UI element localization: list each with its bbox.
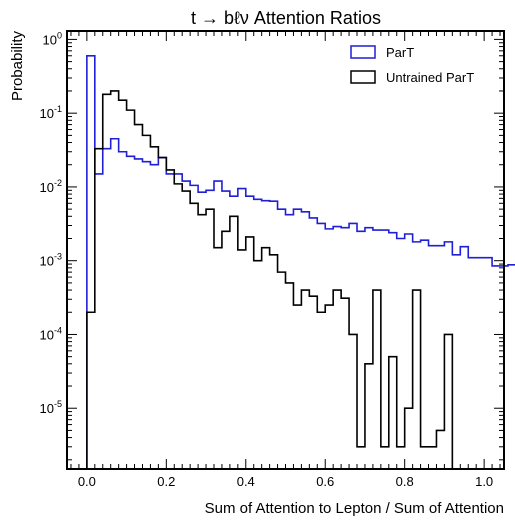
y-tick-label: 10-3 (40, 252, 62, 269)
legend-label-part: ParT (386, 45, 414, 60)
y-tick-label: 10-2 (40, 178, 62, 195)
y-tick-label: 10-4 (40, 325, 62, 342)
x-axis: 0.0 0.2 0.4 0.6 0.8 1.0 (70, 31, 501, 489)
legend-swatch-untrained-part (350, 70, 376, 84)
x-tick-label: 0.0 (78, 474, 96, 489)
x-tick-label: 0.6 (316, 474, 334, 489)
legend-label-untrained-part: Untrained ParT (386, 70, 474, 85)
series-line-untrained-part (86, 90, 485, 470)
y-tick-label: 100 (43, 30, 62, 47)
y-tick-label: 10-1 (40, 104, 62, 121)
y-axis-title: Probability (9, 31, 26, 102)
y-tick-label: 10-5 (40, 399, 62, 416)
x-tick-label: 0.4 (237, 474, 255, 489)
x-axis-title: Sum of Attention to Lepton / Sum of Atte… (205, 500, 504, 517)
y-axis: 10-5 10-4 10-3 10-2 10-1 100 (40, 30, 504, 461)
legend: ParT Untrained ParT (350, 45, 474, 85)
x-tick-label: 0.2 (157, 474, 175, 489)
x-tick-label: 0.8 (396, 474, 414, 489)
plot-content (86, 54, 515, 470)
chart-title: t → bℓν Attention Ratios (191, 8, 381, 28)
plot-frame (66, 30, 505, 470)
series-line-part (86, 54, 515, 469)
legend-swatch-part (350, 45, 376, 59)
x-tick-label: 1.0 (475, 474, 493, 489)
